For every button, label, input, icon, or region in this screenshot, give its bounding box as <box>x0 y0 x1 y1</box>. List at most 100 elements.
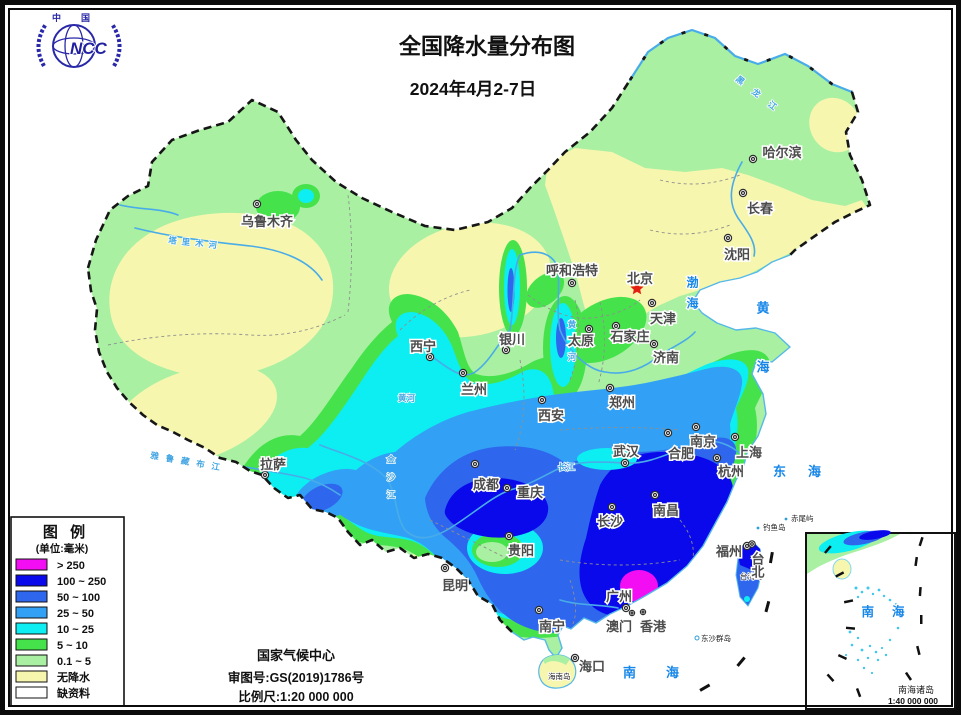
cities: 乌鲁木齐 哈尔滨 长春 沈阳 天津 呼和浩特 石家庄 太原 济南 银川 西宁 兰… <box>239 144 803 676</box>
city-taiyuan: 太原 <box>565 324 596 350</box>
city-xining: 西宁 <box>408 338 438 362</box>
page-title: 全国降水量分布图 <box>398 34 575 59</box>
jinsha-river-label: 金沙江 <box>386 454 396 507</box>
inset-nine-dash-line <box>824 536 924 698</box>
svg-text:兰州: 兰州 <box>461 382 487 397</box>
inset-island-specks <box>844 586 900 675</box>
svg-text:上海: 上海 <box>736 445 762 460</box>
province-boundaries <box>107 174 741 627</box>
capital-beijing: 北京 <box>625 270 655 295</box>
inset-hainan <box>832 558 852 580</box>
legend-item: > 250 <box>15 558 85 572</box>
hainan-island-label: 海南岛 <box>548 671 571 681</box>
city-hohhot: 呼和浩特 <box>544 262 600 288</box>
city-hefei: 合肥 <box>663 428 696 463</box>
footer-org: 国家气候中心 <box>257 648 335 663</box>
yellow-river-label-east: 黄河 <box>567 319 577 385</box>
city-changchun: 长春 <box>738 188 775 218</box>
city-xian: 西安 <box>536 395 566 425</box>
ncc-logo: 中国 NCC <box>36 12 122 68</box>
svg-text:25 ~ 50: 25 ~ 50 <box>57 608 94 620</box>
legend-unit: (单位:毫米) <box>36 542 89 555</box>
city-tianjin: 天津 <box>647 298 678 328</box>
small-islands: 钓鱼岛 赤尾屿 台湾岛 东沙群岛 海南岛 <box>547 513 814 682</box>
svg-text:100 ~ 250: 100 ~ 250 <box>57 576 106 588</box>
city-shanghai: 上海 <box>730 432 764 462</box>
legend-item: 25 ~ 50 <box>15 606 94 620</box>
svg-text:石家庄: 石家庄 <box>609 329 649 344</box>
legend-item: 100 ~ 250 <box>15 574 106 588</box>
legend-item: 缺资料 <box>15 686 90 700</box>
city-yinchuan: 银川 <box>497 331 527 355</box>
legend: 图 例 (单位:毫米) > 250 100 ~ 250 50 ~ 100 25 … <box>10 516 125 707</box>
svg-text:无降水: 无降水 <box>56 670 91 684</box>
svg-text:哈尔滨: 哈尔滨 <box>762 145 801 160</box>
yellow-river-label-west: 黄河 <box>398 393 416 403</box>
svg-text:沈阳: 沈阳 <box>724 247 750 262</box>
svg-text:西安: 西安 <box>538 408 564 423</box>
logo-org-text: NCC <box>70 39 108 58</box>
city-nanjing: 南京 <box>688 422 718 451</box>
svg-text:10 ~ 25: 10 ~ 25 <box>57 624 94 636</box>
svg-text:乌鲁木齐: 乌鲁木齐 <box>241 214 294 229</box>
taiwan-island-label: 台湾岛 <box>740 571 763 581</box>
inset-title: 南海诸岛 <box>898 684 934 695</box>
city-nanning: 南宁 <box>534 605 567 636</box>
svg-text:拉萨: 拉萨 <box>260 457 286 472</box>
svg-text:合肥: 合肥 <box>668 446 694 461</box>
svg-text:海口: 海口 <box>579 659 605 674</box>
svg-text:缺资料: 缺资料 <box>56 686 90 700</box>
dongsha-islands-label: 东沙群岛 <box>701 633 731 643</box>
svg-text:50 ~ 100: 50 ~ 100 <box>57 592 100 604</box>
city-zhengzhou: 郑州 <box>605 383 637 412</box>
svg-text:长春: 长春 <box>747 201 774 216</box>
legend-item: 0.1 ~ 5 <box>15 654 91 668</box>
svg-text:南昌: 南昌 <box>653 503 679 518</box>
legend-item: 50 ~ 100 <box>15 590 100 604</box>
svg-text:西宁: 西宁 <box>410 339 436 354</box>
svg-text:成都: 成都 <box>473 477 499 492</box>
city-nanchang: 南昌 <box>650 490 681 520</box>
amur-border-ticks <box>628 28 853 94</box>
east-sea-label: 东海 <box>773 464 843 479</box>
inset-sea-label: 南海 <box>861 604 922 619</box>
city-hongkong: 香港 <box>637 608 668 636</box>
svg-text:5 ~ 10: 5 ~ 10 <box>57 640 88 652</box>
city-harbin: 哈尔滨 <box>748 144 803 164</box>
svg-text:北京: 北京 <box>627 271 653 286</box>
capital-star-icon <box>630 282 644 295</box>
national-border-east <box>789 91 872 256</box>
city-guiyang: 贵阳 <box>504 531 536 560</box>
chiwei-islet-label: 赤尾屿 <box>791 514 814 523</box>
svg-text:武汉: 武汉 <box>613 444 640 459</box>
page-subtitle: 2024年4月2-7日 <box>410 79 536 99</box>
svg-text:杭州: 杭州 <box>718 464 744 479</box>
legend-item: 5 ~ 10 <box>15 638 88 652</box>
svg-text:郑州: 郑州 <box>609 395 635 410</box>
diaoyu-island-label: 钓鱼岛 <box>763 522 786 532</box>
city-guangzhou: 广州 <box>604 588 634 613</box>
coastline <box>511 254 791 659</box>
city-fuzhou: 福州 <box>713 541 752 561</box>
svg-text:呼和浩特: 呼和浩特 <box>546 263 598 278</box>
svg-text:南宁: 南宁 <box>539 619 565 634</box>
south-sea-label: 南海 <box>623 665 709 680</box>
nine-dash-line <box>699 551 774 692</box>
svg-text:昆明: 昆明 <box>442 578 468 593</box>
legend-title: 图 例 <box>43 523 89 541</box>
city-kunming: 昆明 <box>440 563 470 595</box>
footer: 国家气候中心 审图号:GS(2019)1786号 比例尺:1:20 000 00… <box>228 648 364 704</box>
city-lanzhou: 兰州 <box>458 368 489 399</box>
svg-text:澳门: 澳门 <box>606 619 632 634</box>
svg-text:银川: 银川 <box>499 332 525 347</box>
city-haikou: 海口 <box>570 653 607 676</box>
footer-approval: 审图号:GS(2019)1786号 <box>228 670 364 685</box>
svg-text:福州: 福州 <box>715 544 742 559</box>
svg-text:南京: 南京 <box>690 434 716 449</box>
footer-scale: 比例尺:1:20 000 000 <box>238 689 353 704</box>
svg-text:太原: 太原 <box>567 333 594 348</box>
svg-text:贵阳: 贵阳 <box>508 543 534 558</box>
city-shenyang: 沈阳 <box>722 233 752 264</box>
